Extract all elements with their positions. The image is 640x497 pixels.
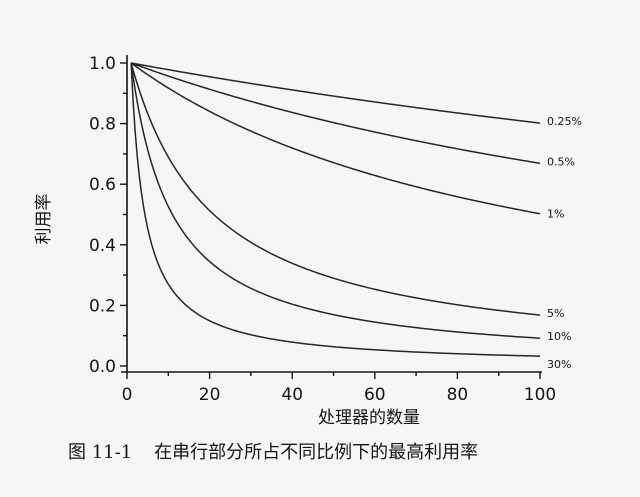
series-curves <box>130 62 541 357</box>
x-tick-label: 80 <box>447 385 469 405</box>
series-labels: 0.25% 0.5% 1% 5% 10% 30% <box>547 115 582 371</box>
x-tick-label: 40 <box>281 385 303 405</box>
y-tick-label: 1.0 <box>89 54 116 74</box>
series-label: 30% <box>547 358 571 371</box>
x-axis-title: 处理器的数量 <box>318 408 420 428</box>
axes <box>121 55 542 373</box>
series-line-1 <box>130 62 541 124</box>
x-tick-label: 100 <box>524 385 556 405</box>
y-axis-ticks: 0.0 0.2 0.4 0.6 0.8 1.0 <box>89 54 127 377</box>
series-label: 0.5% <box>547 155 575 168</box>
x-tick-label: 60 <box>364 385 386 405</box>
y-tick-label: 0.6 <box>89 175 116 195</box>
y-tick-label: 0.2 <box>89 296 116 316</box>
y-tick-label: 0.0 <box>89 357 116 377</box>
series-line-6 <box>130 62 541 357</box>
caption-figure-number: 图 11-1 <box>68 442 133 463</box>
x-tick-label: 20 <box>199 385 221 405</box>
series-label: 10% <box>547 330 571 343</box>
series-line-5 <box>130 62 541 339</box>
series-line-4 <box>130 62 541 316</box>
figure-caption: 图 11-1 在串行部分所占不同比例下的最高利用率 <box>68 438 478 464</box>
series-label: 5% <box>547 307 564 320</box>
series-label: 1% <box>547 208 564 221</box>
series-line-3 <box>130 62 541 215</box>
y-tick-label: 0.4 <box>89 236 116 256</box>
series-line-2 <box>130 62 541 165</box>
caption-text: 在串行部分所占不同比例下的最高利用率 <box>154 442 479 463</box>
x-axis-ticks: 0 20 40 60 80 100 <box>122 372 556 405</box>
series-label: 0.25% <box>547 115 582 128</box>
y-axis-title: 利用率 <box>34 194 54 245</box>
y-tick-label: 0.8 <box>89 115 116 135</box>
x-tick-label: 0 <box>122 385 133 405</box>
